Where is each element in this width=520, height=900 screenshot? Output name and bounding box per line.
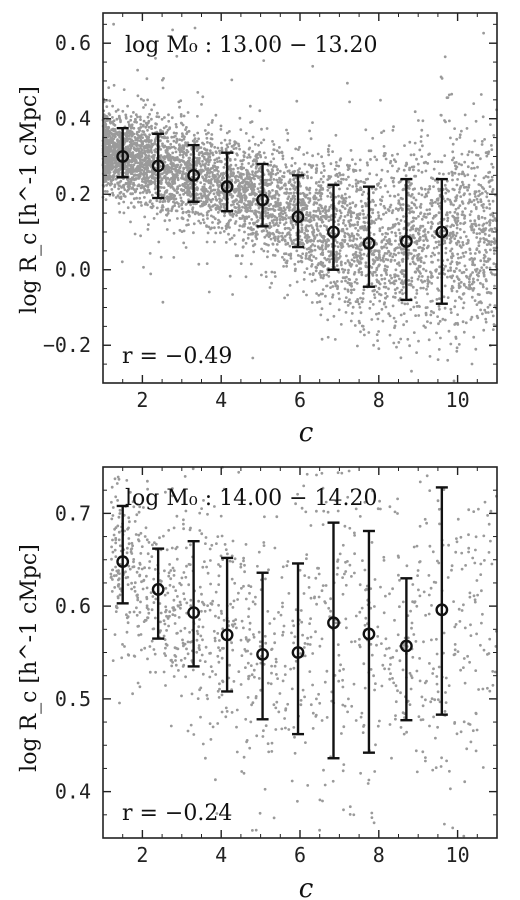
- median-marker: [362, 236, 376, 250]
- median-point: [220, 151, 234, 213]
- x-tick-label: 2: [136, 388, 148, 412]
- median-marker: [327, 225, 340, 239]
- x-tick-label: 4: [215, 843, 227, 867]
- x-tick-label: 10: [446, 843, 470, 867]
- correlation-label: r = −0.49: [122, 344, 232, 369]
- correlation-label: r = −0.24: [122, 801, 232, 826]
- y-tick-label: 0.5: [55, 687, 91, 711]
- median-marker: [116, 555, 130, 569]
- median-marker: [435, 603, 449, 617]
- median-point: [291, 562, 305, 736]
- y-tick-label: 0.4: [55, 780, 91, 804]
- median-marker: [116, 150, 130, 163]
- median-point: [291, 174, 305, 249]
- median-point: [187, 540, 201, 668]
- scatter-cloud: [101, 22, 499, 383]
- median-point: [220, 556, 234, 693]
- binned-medians: [116, 126, 449, 305]
- median-point: [327, 183, 340, 271]
- median-point: [435, 486, 449, 716]
- bottom-panel: 2 4 6 8 10 0.4 0.5 0.6 0.7 log M₀ : 14.00 − 14.2…: [17, 466, 498, 900]
- x-axis-label: c: [299, 874, 314, 900]
- median-point: [399, 177, 413, 302]
- median-marker: [220, 628, 234, 642]
- median-point: [399, 577, 413, 722]
- median-marker: [399, 235, 413, 248]
- median-marker: [187, 168, 201, 182]
- x-tick-label: 2: [136, 843, 148, 867]
- median-point: [116, 126, 130, 179]
- binned-medians: [116, 486, 449, 760]
- y-tick-label: 0.4: [55, 107, 91, 131]
- y-tick-label: 0.0: [55, 258, 91, 282]
- median-marker: [256, 193, 269, 207]
- median-point: [362, 529, 376, 754]
- y-axis-label: log R_c [h^-1 cMpc]: [17, 544, 42, 772]
- median-point: [256, 571, 269, 721]
- median-point: [327, 521, 340, 760]
- x-tick-label: 6: [294, 388, 306, 412]
- median-marker: [187, 606, 201, 620]
- median-marker: [399, 639, 413, 653]
- mass-label: log M₀ : 14.00 − 14.20: [125, 486, 377, 511]
- median-marker: [362, 627, 376, 641]
- y-tick-label: 0.6: [55, 31, 91, 55]
- scatter-points: [101, 22, 499, 383]
- y-tick-label: 0.6: [55, 594, 91, 618]
- median-point: [151, 132, 165, 200]
- median-point: [187, 143, 201, 203]
- y-tick-label: 0.2: [55, 182, 91, 206]
- median-marker: [151, 583, 165, 596]
- y-axis-label: log R_c [h^-1 cMpc]: [17, 86, 42, 314]
- y-tick-label: 0.7: [55, 501, 91, 525]
- median-marker: [327, 616, 340, 630]
- median-marker: [291, 210, 305, 224]
- x-tick-label: 10: [446, 388, 470, 412]
- x-tick-label: 8: [373, 388, 385, 412]
- y-tick-label: −0.2: [43, 333, 91, 357]
- median-point: [435, 177, 449, 305]
- median-marker: [291, 646, 305, 659]
- axis-ticks: 2 4 6 8 10 0.4 0.5 0.6 0.7: [55, 466, 498, 867]
- median-point: [362, 185, 376, 288]
- mass-label: log M₀ : 13.00 − 13.20: [125, 33, 377, 58]
- median-marker: [435, 225, 449, 239]
- median-point: [256, 162, 269, 228]
- median-point: [116, 504, 130, 605]
- x-tick-label: 6: [294, 843, 306, 867]
- x-tick-label: 8: [373, 843, 385, 867]
- x-tick-label: 4: [215, 388, 227, 412]
- median-marker: [220, 180, 234, 194]
- median-point: [151, 547, 165, 640]
- axis-ticks: 2 4 6 8 10 −0.2 0.0 0.2 0.4 0.6: [43, 13, 498, 412]
- median-marker: [151, 159, 165, 173]
- top-panel: 2 4 6 8 10 −0.2 0.0 0.2 0.4 0.6 log M₀ : 13.00 − …: [17, 12, 499, 448]
- median-marker: [256, 647, 269, 661]
- x-axis-label: c: [299, 418, 314, 448]
